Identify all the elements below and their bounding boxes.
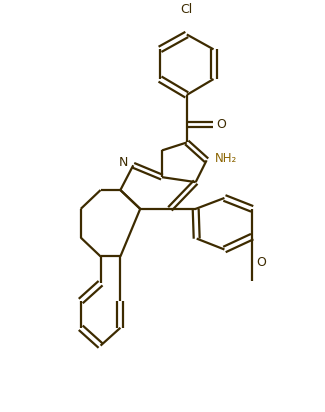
Text: O: O: [256, 256, 266, 269]
Text: Cl: Cl: [181, 2, 193, 16]
Text: NH₂: NH₂: [214, 152, 237, 165]
Text: N: N: [119, 156, 128, 169]
Text: O: O: [216, 118, 227, 131]
